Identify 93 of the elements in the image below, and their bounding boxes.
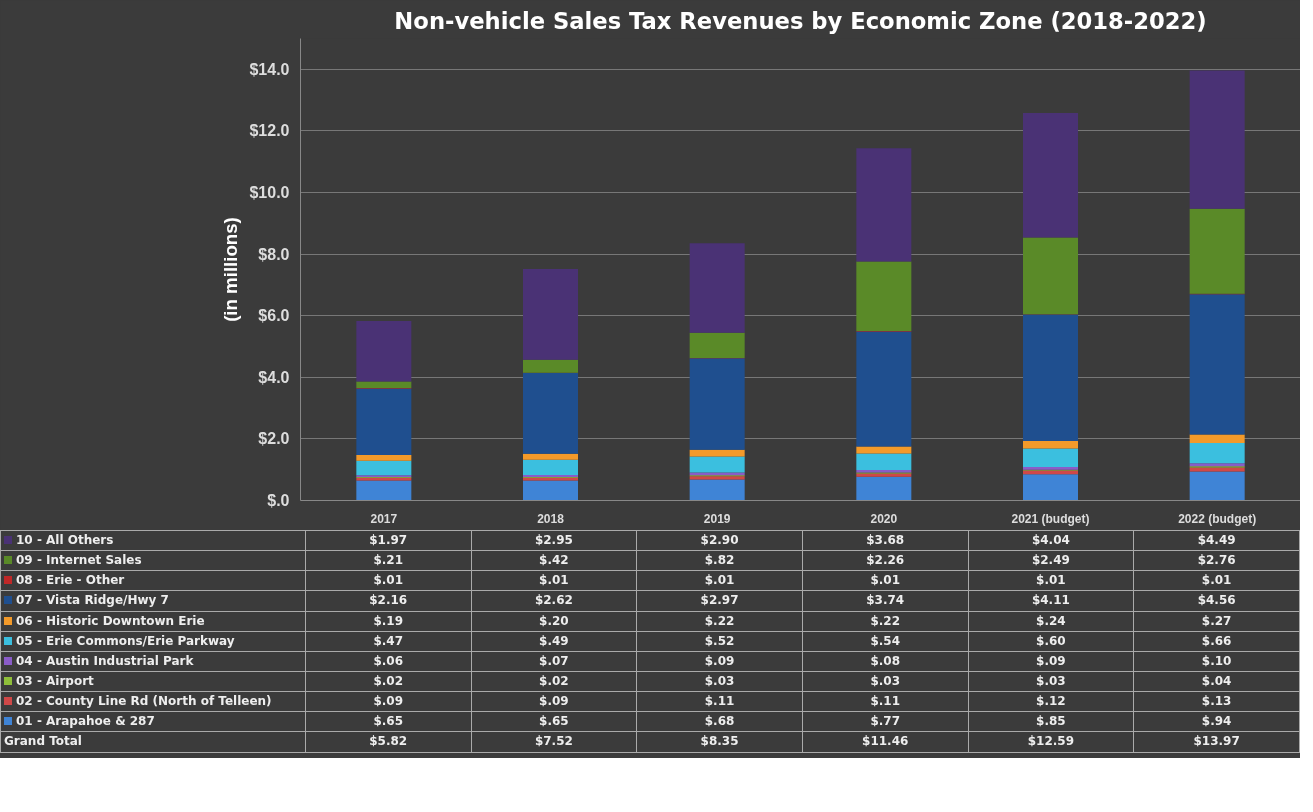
- y-tick-label: $14.0: [249, 60, 290, 78]
- data-label: $.24: [968, 611, 1134, 632]
- data-label: $2.76: [1133, 550, 1300, 571]
- text: $12.59: [968, 731, 1134, 753]
- chart-title: Non-vehicle Sales Tax Revenues by Economic Zone (2018-2022): [394, 7, 1207, 34]
- data-label: $.13: [1133, 691, 1300, 712]
- data-label: $.09: [636, 651, 803, 672]
- data-label: $.04: [1133, 671, 1300, 692]
- data-label: $.77: [802, 711, 969, 732]
- x-tick-label: 2021 (budget): [1011, 511, 1090, 526]
- text: $11.46: [802, 731, 969, 753]
- data-label: $.42: [471, 550, 637, 571]
- data-label: $.68: [636, 711, 803, 732]
- data-label: $2.90: [636, 530, 803, 551]
- data-label: $.01: [968, 570, 1134, 591]
- x-tick-label: 2017: [370, 511, 398, 526]
- data-label: $.11: [802, 691, 969, 712]
- data-label: $.03: [968, 671, 1134, 692]
- data-label: $2.26: [802, 550, 969, 571]
- data-label: $.20: [471, 611, 637, 632]
- legend-label: 07 - Vista Ridge/Hwy 7: [0, 590, 306, 612]
- data-label: $.54: [802, 631, 969, 652]
- y-axis-title: (in millions): [220, 217, 242, 322]
- data-label: $.22: [636, 611, 803, 632]
- y-tick-label: $2.0: [258, 430, 290, 448]
- legend-label: 04 - Austin Industrial Park: [0, 651, 306, 672]
- data-label: $.21: [305, 550, 472, 571]
- data-label: $.52: [636, 631, 803, 652]
- data-label: $.19: [305, 611, 472, 632]
- data-label: $.85: [968, 711, 1134, 732]
- y-tick-label: $.0: [267, 492, 290, 509]
- data-label: $4.11: [968, 590, 1134, 612]
- text: $13.97: [1133, 731, 1300, 753]
- data-label: $1.97: [305, 530, 472, 551]
- data-label: $.01: [471, 570, 637, 591]
- legend-label: 05 - Erie Commons/Erie Parkway: [0, 631, 306, 652]
- text: $8.35: [636, 731, 803, 753]
- data-label: $.27: [1133, 611, 1300, 632]
- data-label: $.22: [802, 611, 969, 632]
- text: Grand Total: [0, 731, 306, 753]
- data-label: $.02: [305, 671, 472, 692]
- data-label: $.09: [471, 691, 637, 712]
- x-tick-label: 2018: [537, 511, 565, 526]
- legend-label: 09 - Internet Sales: [0, 550, 306, 571]
- data-label: $.03: [636, 671, 803, 692]
- data-label: $.66: [1133, 631, 1300, 652]
- y-tick-label: $12.0: [249, 122, 290, 140]
- y-tick-label: $8.0: [258, 245, 290, 263]
- data-label: $.10: [1133, 651, 1300, 672]
- data-label: $.01: [1133, 570, 1300, 591]
- y-tick-label: $10.0: [249, 184, 290, 201]
- x-tick-label: 2022 (budget): [1178, 511, 1257, 526]
- data-label: $2.16: [305, 590, 472, 612]
- x-tick-label: 2019: [703, 511, 731, 526]
- data-label: $.01: [636, 570, 803, 591]
- x-tick-label: 2020: [870, 511, 898, 526]
- data-label: $.65: [471, 711, 637, 732]
- data-label: $.47: [305, 631, 472, 652]
- data-label: $.94: [1133, 711, 1300, 732]
- data-label: $.60: [968, 631, 1134, 652]
- data-label: $4.04: [968, 530, 1134, 551]
- legend-label: 01 - Arapahoe & 287: [0, 711, 306, 732]
- y-tick-label: $4.0: [258, 368, 290, 386]
- data-label: $.03: [802, 671, 969, 692]
- data-label: $.08: [802, 651, 969, 672]
- data-label: $.09: [968, 651, 1134, 672]
- data-label: $2.62: [471, 590, 637, 612]
- data-label: $3.74: [802, 590, 969, 612]
- data-label: $.02: [471, 671, 637, 692]
- data-label: $.01: [802, 570, 969, 591]
- data-label: $2.95: [471, 530, 637, 551]
- legend-label: 06 - Historic Downtown Erie: [0, 611, 306, 632]
- y-tick-label: $6.0: [258, 307, 290, 325]
- data-label: $.49: [471, 631, 637, 652]
- data-label: $.06: [305, 651, 472, 672]
- legend-label: 03 - Airport: [0, 671, 306, 692]
- data-label: $.65: [305, 711, 472, 732]
- data-label: $.82: [636, 550, 803, 571]
- data-label: $4.49: [1133, 530, 1300, 551]
- data-label: $.12: [968, 691, 1134, 712]
- data-label: $3.68: [802, 530, 969, 551]
- text: $5.82: [305, 731, 472, 753]
- legend-label: 02 - County Line Rd (North of Telleen): [0, 691, 306, 712]
- data-label: $.11: [636, 691, 803, 712]
- data-label: $.01: [305, 570, 472, 591]
- data-label: $.07: [471, 651, 637, 672]
- data-label: $.09: [305, 691, 472, 712]
- data-label: $4.56: [1133, 590, 1300, 612]
- legend-label: 08 - Erie - Other: [0, 570, 306, 591]
- data-label: $2.97: [636, 590, 803, 612]
- data-label: $2.49: [968, 550, 1134, 571]
- legend-label: 10 - All Others: [0, 530, 306, 551]
- text: $7.52: [471, 731, 637, 753]
